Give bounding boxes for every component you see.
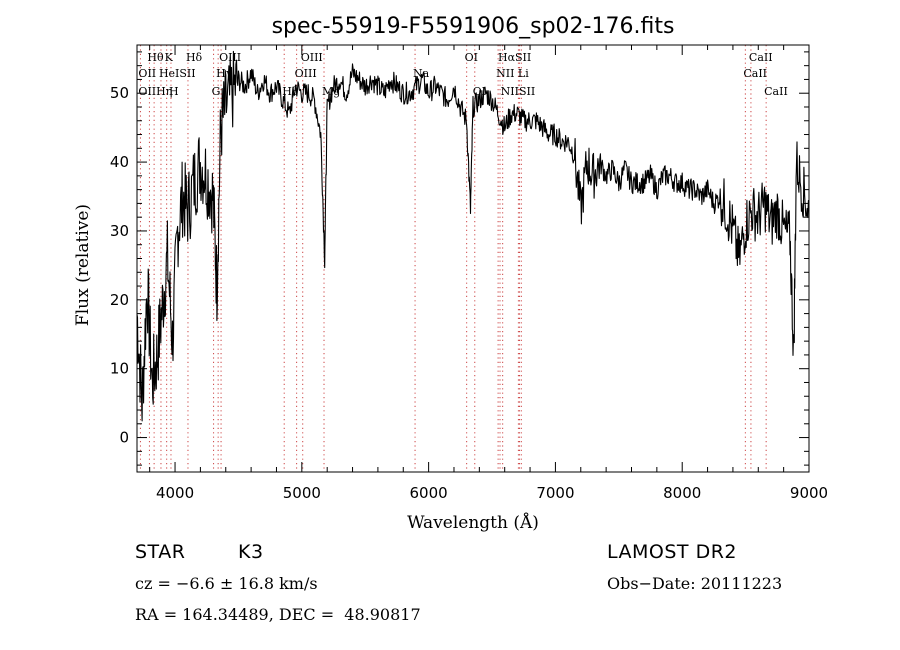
spectrum-series: [136, 50, 810, 422]
line-label: OI: [465, 51, 478, 64]
line-label: HαSII: [498, 51, 531, 64]
redshift-cz: cz = −6.6 ± 16.8 km/s: [135, 574, 318, 593]
x-tick-label: 5000: [283, 484, 321, 502]
line-label: CaII: [743, 67, 767, 80]
x-tick-label: 4000: [156, 484, 194, 502]
y-tick-label: 50: [110, 84, 129, 102]
y-tick-label: 20: [110, 291, 129, 309]
object-class: STAR: [135, 541, 186, 563]
y-tick-label: 10: [110, 360, 129, 378]
line-label: OIII: [301, 51, 323, 64]
y-tick-label: 0: [119, 429, 129, 447]
line-label: K: [165, 51, 174, 64]
y-tick-label: 30: [110, 222, 129, 240]
chart-title: spec-55919-F5591906_sp02-176.fits: [272, 14, 675, 39]
plot-axes: 4000 5000 6000 7000 8000 9000 0 10 20 30 40 50: [110, 44, 828, 502]
line-label: NII Li: [496, 67, 529, 80]
y-tick-label: 40: [110, 153, 129, 171]
line-label: CaII: [764, 85, 788, 98]
line-label: OIII: [295, 67, 317, 80]
x-tick-label: 6000: [410, 484, 448, 502]
line-label: H: [169, 85, 179, 98]
obs-date: Obs−Date: 20111223: [607, 574, 783, 593]
object-subclass: K3: [238, 541, 264, 563]
line-label: CaII: [749, 51, 773, 64]
line-label: Hθ: [147, 51, 164, 64]
survey-name: LAMOST DR2: [607, 541, 737, 563]
line-label: OII: [138, 67, 156, 80]
line-label: Hδ: [186, 51, 203, 64]
line-label: HeISII: [159, 67, 196, 80]
line-label: G: [212, 85, 221, 98]
y-axis-label: Flux (relative): [73, 204, 93, 326]
spectrum-line: [136, 50, 810, 422]
line-label: OIIHη: [138, 85, 172, 98]
x-tick-label: 9000: [790, 484, 828, 502]
ra-dec: RA = 164.34489, DEC = 48.90817: [135, 605, 421, 624]
x-axis-label: Wavelength (Å): [407, 512, 539, 533]
x-tick-label: 7000: [536, 484, 574, 502]
x-tick-label: 8000: [663, 484, 701, 502]
line-label: NIISII: [501, 85, 536, 98]
